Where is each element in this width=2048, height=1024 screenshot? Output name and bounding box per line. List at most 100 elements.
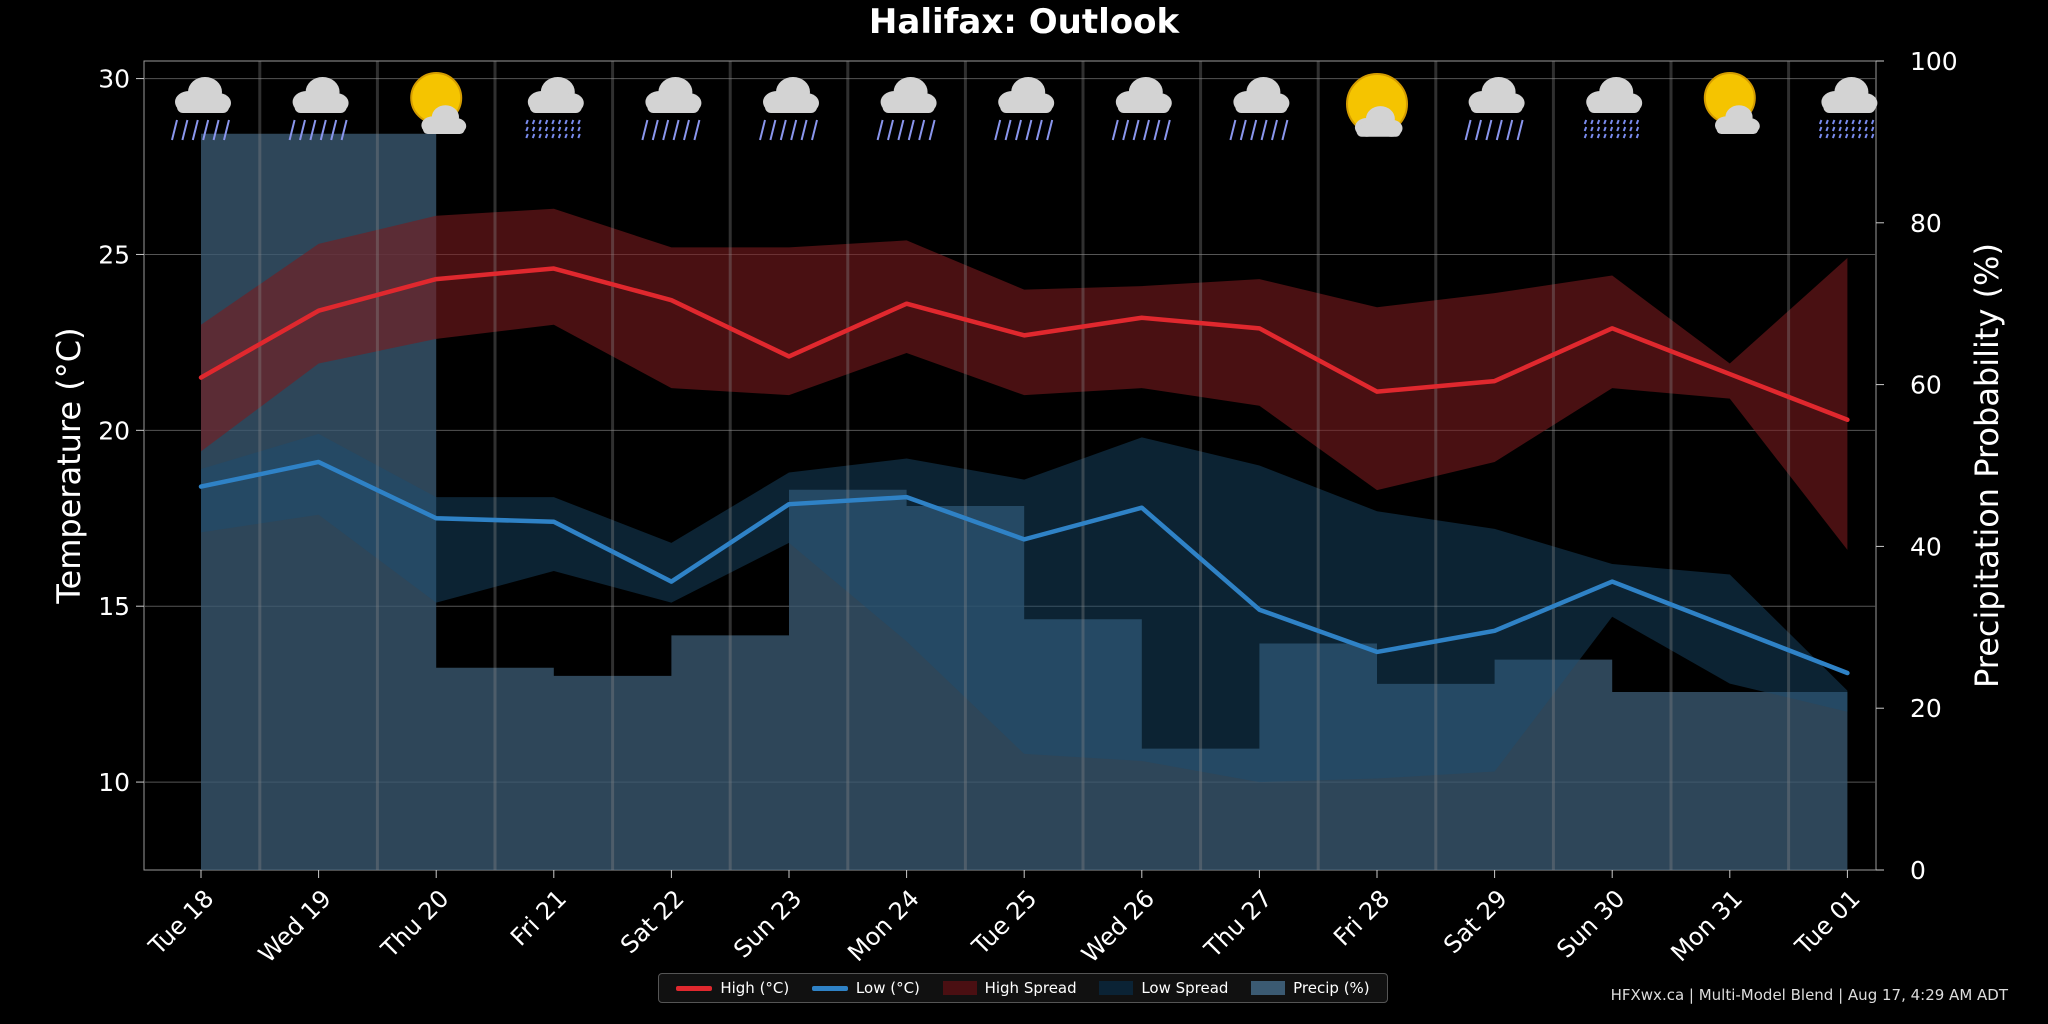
rain-drop — [570, 119, 575, 125]
rain-drop — [538, 119, 542, 125]
rain-cloud-icon — [1111, 77, 1172, 141]
cloud-part — [1470, 100, 1523, 113]
legend-item-low-spread: Low Spread — [1099, 979, 1228, 997]
footer-credit: HFXwx.ca | Multi-Model Blend | Aug 17, 4… — [1610, 986, 2008, 1004]
legend-label-precip: Precip (%) — [1293, 979, 1370, 997]
y-tick-label: 20 — [98, 416, 130, 445]
rain-drop — [1831, 119, 1836, 125]
rain-drop — [1596, 126, 1601, 132]
rain-drop — [1583, 126, 1588, 132]
rain-drop — [800, 119, 808, 141]
rain-drop — [551, 119, 555, 125]
rain-drop — [1596, 133, 1601, 139]
rain-drop — [897, 119, 905, 141]
rain-drop — [1864, 133, 1868, 139]
y-axis-title: Temperature (°C) — [50, 327, 88, 604]
rain-drop — [1015, 119, 1022, 141]
rain-drop — [693, 119, 701, 141]
rain-drop — [1825, 133, 1829, 139]
rain-drop — [544, 119, 549, 125]
rain-drop — [1635, 126, 1640, 132]
rain-drop — [212, 119, 220, 141]
legend-swatch-high — [676, 985, 713, 991]
rain-drop — [811, 119, 818, 141]
rain-drop — [531, 133, 536, 139]
rain-drop — [928, 119, 936, 141]
rain-drop — [1122, 119, 1130, 141]
rain-cloud-icon — [171, 77, 231, 141]
rain-drop — [181, 119, 189, 141]
rain-drop — [1838, 133, 1842, 139]
showers-cloud-icon — [525, 77, 584, 139]
cloud-part — [765, 100, 817, 113]
cloud-part — [1356, 125, 1401, 137]
rain-drop — [1870, 133, 1875, 139]
cloud-part — [294, 100, 347, 113]
rain-drop — [577, 133, 581, 139]
rain-drop — [531, 126, 536, 132]
rain-drop — [1111, 119, 1119, 141]
partly-sunny-cloud-icon — [1703, 72, 1760, 134]
high-temp-point — [1493, 379, 1497, 383]
rain-cloud-icon — [288, 77, 349, 141]
cloud-part — [177, 100, 229, 113]
rain-cloud-icon — [994, 77, 1055, 141]
rain-drop — [1831, 126, 1836, 132]
rain-drop — [1857, 119, 1862, 125]
chart-title: Halifax: Outlook — [868, 2, 1180, 42]
rain-drop — [1025, 119, 1033, 141]
precip-area — [201, 133, 1848, 870]
legend-label-low-spread: Low Spread — [1141, 979, 1229, 997]
rain-drop — [564, 133, 568, 139]
x-tick-label: Wed 26 — [1076, 884, 1160, 968]
rain-drop — [1635, 119, 1640, 125]
rain-drop — [1590, 119, 1594, 125]
high-temp-point — [669, 298, 673, 302]
high-temp-point — [787, 354, 791, 358]
cloud-part — [1823, 100, 1876, 113]
rain-drop — [1825, 119, 1829, 125]
y-tick-label: 15 — [98, 592, 130, 621]
rain-drop — [1229, 119, 1237, 141]
low-temp-point — [1257, 608, 1261, 612]
rain-drop — [1475, 119, 1482, 141]
rain-drop — [651, 119, 659, 141]
rain-drop — [1851, 119, 1855, 125]
rain-drop — [538, 126, 542, 132]
rain-drop — [994, 119, 1002, 141]
high-temp-point — [1257, 326, 1261, 330]
low-temp-point — [669, 580, 673, 584]
legend-swatch-high-spread — [942, 981, 977, 995]
high-temp-point — [434, 277, 438, 281]
rain-drop — [1622, 119, 1627, 125]
low-temp-point — [317, 460, 321, 464]
rain-drop — [1035, 119, 1043, 141]
y-tick-label: 30 — [98, 65, 130, 94]
rain-drop — [309, 119, 317, 141]
high-temp-point — [1610, 326, 1614, 330]
low-temp-point — [1610, 580, 1614, 584]
high-temp-point — [905, 302, 909, 306]
rain-drop — [551, 126, 555, 132]
low-temp-point — [787, 502, 791, 506]
cloud-part — [647, 100, 700, 113]
low-temp-point — [1845, 671, 1849, 675]
rain-drop — [1851, 126, 1855, 132]
rain-cloud-icon — [1464, 77, 1525, 141]
rain-drop — [759, 119, 766, 141]
rain-drop — [1616, 126, 1620, 132]
rain-drop — [907, 119, 915, 141]
rain-drop — [1844, 133, 1849, 139]
rain-drop — [538, 133, 542, 139]
rain-drop — [564, 119, 568, 125]
rain-drop — [1616, 119, 1620, 125]
rain-drop — [1583, 119, 1588, 125]
rain-drop — [1495, 119, 1503, 141]
rain-drop — [1844, 119, 1849, 125]
low-temp-point — [905, 495, 909, 499]
rain-drop — [1870, 126, 1875, 132]
high-temp-point — [1728, 372, 1732, 376]
chart-legend: High (°C) Low (°C) High Spread Low Sprea… — [658, 973, 1388, 1003]
rain-drop — [525, 126, 529, 132]
